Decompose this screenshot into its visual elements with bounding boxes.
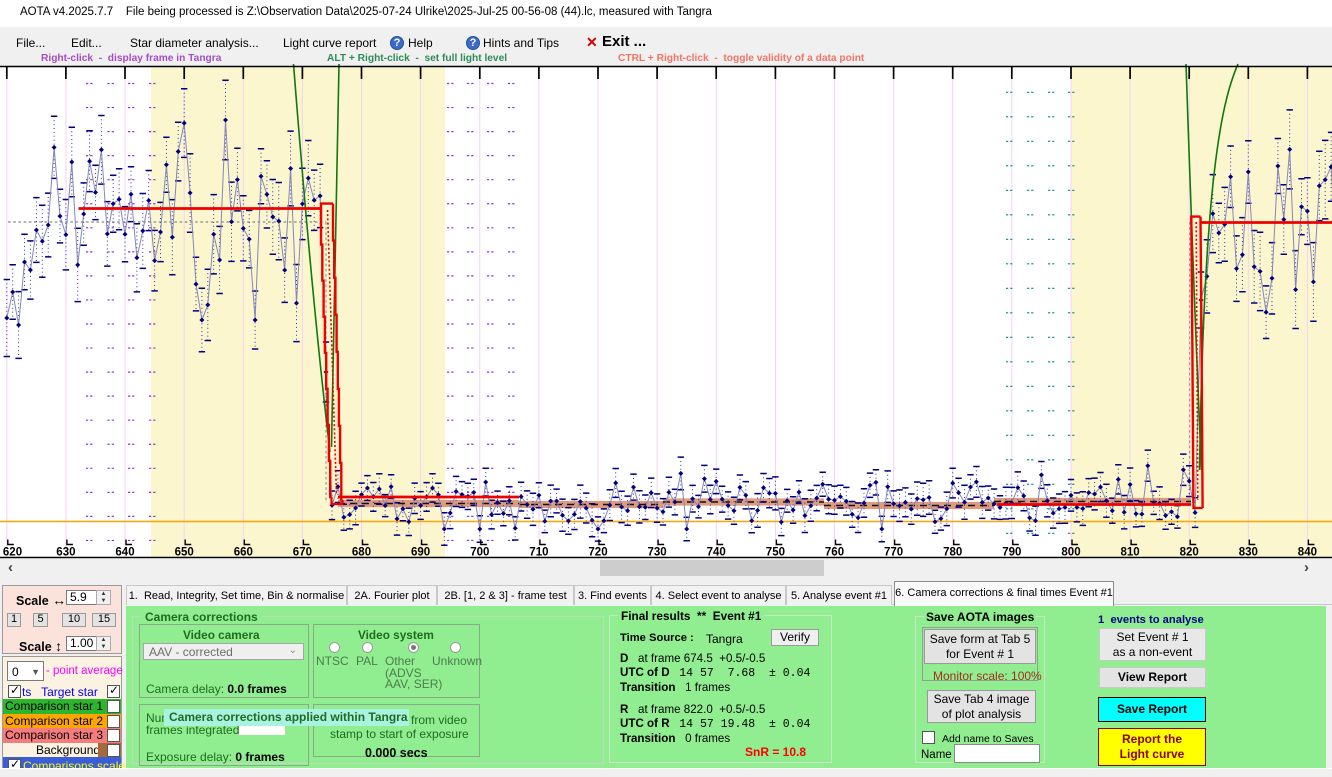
svg-text:690: 690 <box>411 547 430 559</box>
svg-text:670: 670 <box>293 547 312 559</box>
svg-text:660: 660 <box>234 547 253 559</box>
svg-text:700: 700 <box>470 547 489 559</box>
svg-text:630: 630 <box>56 547 75 559</box>
svg-text:620: 620 <box>3 547 22 559</box>
svg-text:770: 770 <box>884 547 903 559</box>
svg-text:680: 680 <box>352 547 371 559</box>
svg-text:760: 760 <box>825 547 844 559</box>
svg-text:640: 640 <box>115 547 134 559</box>
svg-text:810: 810 <box>1121 547 1140 559</box>
svg-text:750: 750 <box>766 547 785 559</box>
svg-text:730: 730 <box>648 547 667 559</box>
svg-text:840: 840 <box>1298 547 1317 559</box>
svg-text:780: 780 <box>943 547 962 559</box>
svg-text:800: 800 <box>1061 547 1080 559</box>
svg-text:650: 650 <box>175 547 194 559</box>
svg-text:820: 820 <box>1180 547 1199 559</box>
svg-text:790: 790 <box>1002 547 1021 559</box>
svg-text:830: 830 <box>1239 547 1258 559</box>
svg-text:710: 710 <box>529 547 548 559</box>
svg-text:720: 720 <box>588 547 607 559</box>
svg-text:740: 740 <box>707 547 726 559</box>
